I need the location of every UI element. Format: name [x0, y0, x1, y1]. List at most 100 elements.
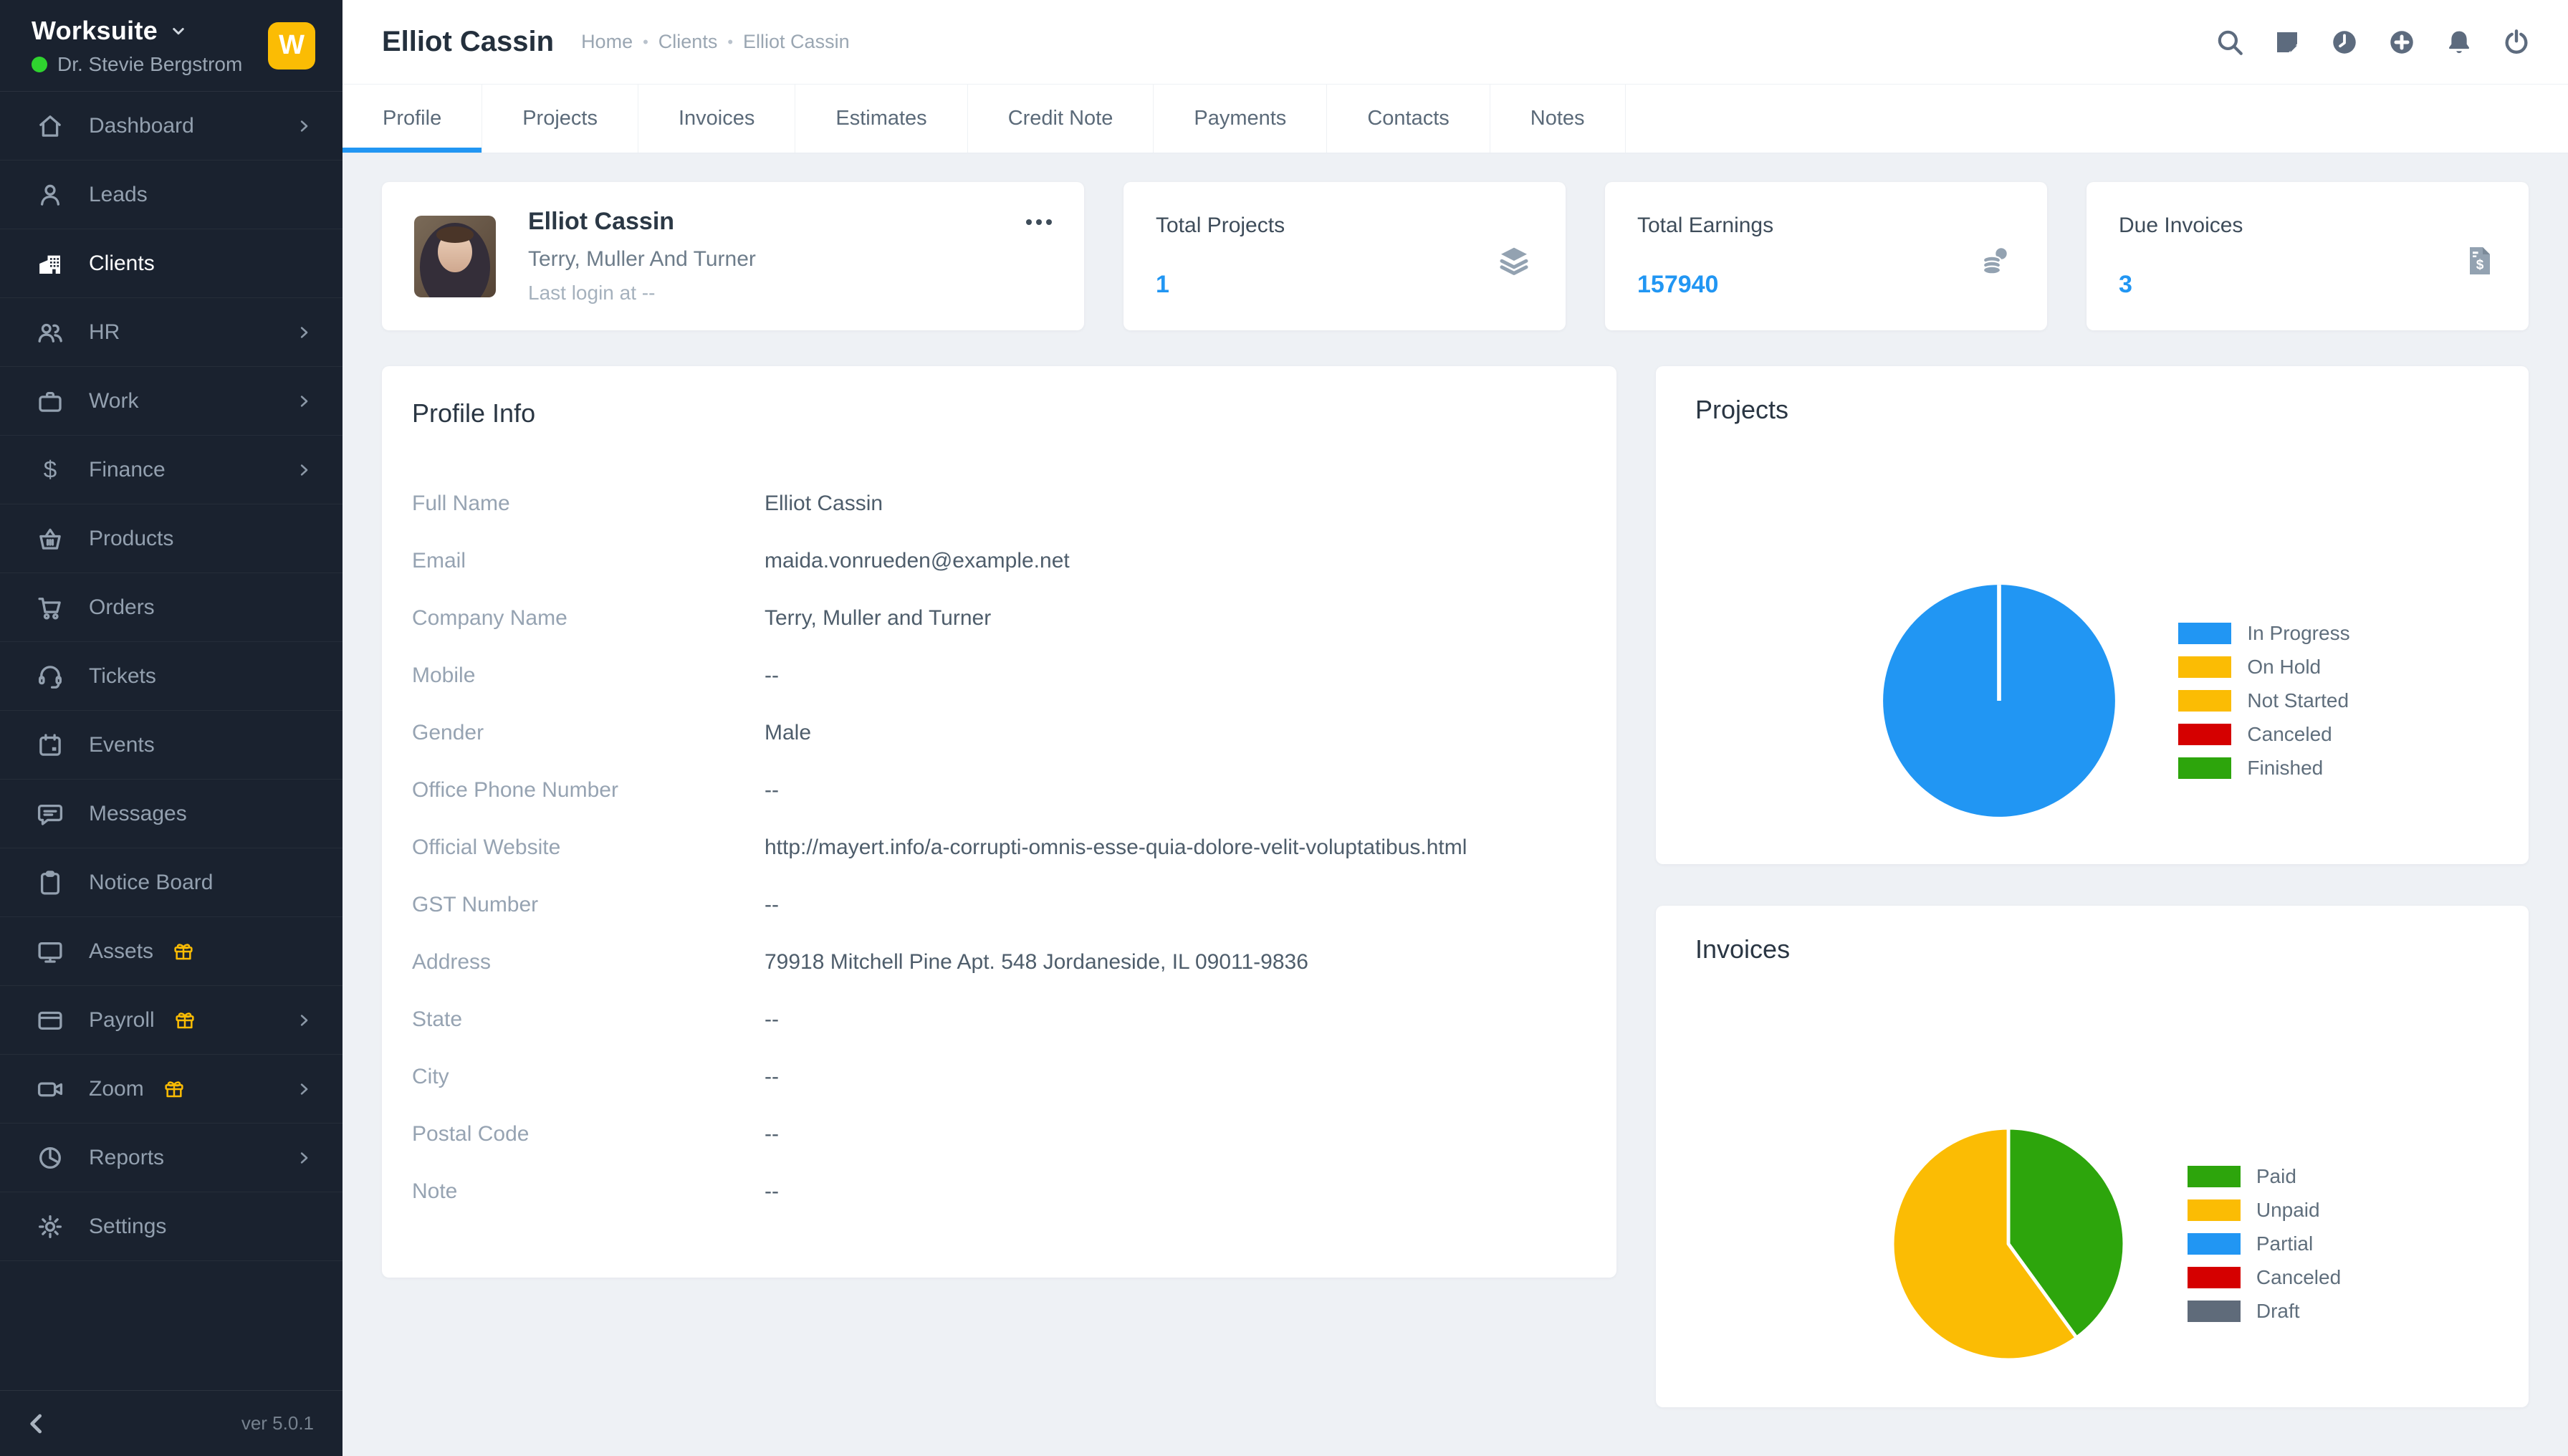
tab-notes[interactable]: Notes — [1490, 85, 1626, 153]
notifications-icon[interactable] — [2443, 27, 2475, 58]
profile-info-heading: Profile Info — [412, 398, 536, 428]
sidebar-item-clients[interactable]: Clients — [0, 229, 342, 298]
clock-icon[interactable] — [2329, 27, 2360, 58]
info-row-city: City -- — [412, 1048, 1586, 1106]
sidebar-item-leads[interactable]: Leads — [0, 161, 342, 229]
client-summary-info: Elliot Cassin Terry, Muller And Turner L… — [528, 208, 756, 305]
info-row-gender: Gender Male — [412, 704, 1586, 762]
stat-value: 157940 — [1637, 271, 1719, 298]
info-row-office-phone: Office Phone Number -- — [412, 762, 1586, 819]
sidebar-item-label: Orders — [89, 595, 155, 619]
sidebar-item-messages[interactable]: Messages — [0, 780, 342, 848]
chat-icon — [34, 798, 66, 830]
legend-item: Paid — [2187, 1165, 2341, 1188]
gift-icon — [172, 940, 195, 963]
sidebar-item-notice-board[interactable]: Notice Board — [0, 848, 342, 917]
legend-swatch — [2187, 1166, 2241, 1187]
info-row-company-name: Company Name Terry, Muller and Turner — [412, 590, 1586, 647]
invoices-chart-card: Invoices Paid Unpaid Partial Canceled Dr… — [1656, 906, 2529, 1407]
info-label: Mobile — [412, 664, 476, 687]
tab-contacts[interactable]: Contacts — [1327, 85, 1490, 153]
more-actions-button[interactable] — [1026, 219, 1052, 225]
tab-estimates[interactable]: Estimates — [795, 85, 968, 153]
sidebar-item-zoom[interactable]: Zoom — [0, 1055, 342, 1124]
basket-icon — [34, 523, 66, 555]
legend-item: On Hold — [2178, 656, 2349, 679]
sidebar-item-settings[interactable]: Settings — [0, 1192, 342, 1261]
info-label: Gender — [412, 721, 484, 744]
dollar-icon: $ — [34, 454, 66, 486]
invoices-pie-chart — [1890, 1126, 2127, 1362]
sidebar-item-dashboard[interactable]: Dashboard — [0, 92, 342, 161]
info-label: City — [412, 1065, 449, 1088]
breadcrumb-home[interactable]: Home — [581, 31, 633, 52]
home-icon — [34, 110, 66, 142]
user-icon — [34, 179, 66, 211]
client-last-login: Last login at -- — [528, 282, 656, 304]
tab-invoices[interactable]: Invoices — [638, 85, 796, 153]
legend-label: Not Started — [2247, 689, 2349, 712]
headset-icon — [34, 661, 66, 692]
info-value: -- — [765, 778, 779, 802]
legend-item: Canceled — [2187, 1266, 2341, 1289]
workspace-switcher[interactable]: Worksuite — [32, 16, 268, 46]
sidebar-item-label: Dashboard — [89, 113, 194, 138]
sidebar-item-hr[interactable]: HR — [0, 298, 342, 367]
power-icon[interactable] — [2501, 27, 2532, 58]
legend-label: Finished — [2247, 757, 2324, 779]
sidebar-item-payroll[interactable]: Payroll — [0, 986, 342, 1055]
info-value: -- — [765, 1007, 779, 1031]
tab-payments[interactable]: Payments — [1154, 85, 1328, 153]
sidebar-item-label: HR — [89, 320, 120, 344]
info-value: -- — [765, 664, 779, 687]
online-status-dot — [32, 56, 47, 72]
sidebar-item-label: Zoom — [89, 1076, 144, 1101]
gift-icon — [173, 1009, 196, 1032]
stat-card-total-earnings: Total Earnings 157940 — [1605, 182, 2047, 330]
tab-projects[interactable]: Projects — [482, 85, 638, 153]
chevron-right-icon — [294, 460, 314, 480]
collapse-sidebar-button[interactable] — [21, 1408, 53, 1440]
tab-credit-note[interactable]: Credit Note — [968, 85, 1154, 153]
chevron-right-icon — [294, 116, 314, 136]
notes-icon[interactable] — [2271, 27, 2303, 58]
sidebar-item-assets[interactable]: Assets — [0, 917, 342, 986]
legend-item: In Progress — [2178, 622, 2350, 645]
breadcrumb: Home • Clients • Elliot Cassin — [581, 31, 850, 53]
sidebar-item-reports[interactable]: Reports — [0, 1124, 342, 1192]
sidebar-menu: Dashboard Leads Clients HR Work — [0, 92, 342, 1390]
legend-swatch — [2178, 623, 2232, 644]
sidebar-item-events[interactable]: Events — [0, 711, 342, 780]
chevron-down-icon — [168, 20, 189, 42]
sidebar-item-label: Leads — [89, 182, 148, 206]
calendar-icon — [34, 729, 66, 761]
sidebar-item-work[interactable]: Work — [0, 367, 342, 436]
info-value: -- — [765, 893, 779, 916]
info-row-mobile: Mobile -- — [412, 647, 1586, 704]
pie-chart-icon — [34, 1142, 66, 1174]
sidebar-item-tickets[interactable]: Tickets — [0, 642, 342, 711]
tab-profile[interactable]: Profile — [342, 85, 483, 153]
search-icon[interactable] — [2214, 27, 2246, 58]
client-photo — [414, 215, 496, 297]
sidebar-item-orders[interactable]: Orders — [0, 573, 342, 642]
legend-swatch — [2187, 1233, 2241, 1255]
legend-label: Canceled — [2247, 723, 2332, 745]
sidebar-item-products[interactable]: Products — [0, 504, 342, 573]
breadcrumb-clients[interactable]: Clients — [658, 31, 718, 52]
sidebar-item-finance[interactable]: $ Finance — [0, 436, 342, 504]
user-name: Dr. Stevie Bergstrom — [57, 52, 243, 75]
legend-swatch — [2178, 757, 2232, 779]
legend-item: Not Started — [2178, 689, 2349, 712]
sidebar-item-label: Reports — [89, 1145, 165, 1169]
sidebar: Worksuite Dr. Stevie Bergstrom W Dashboa… — [0, 0, 342, 1456]
stat-label: Total Earnings — [1637, 214, 1774, 237]
legend-label: Partial — [2256, 1232, 2314, 1255]
stat-value: 1 — [1156, 271, 1169, 298]
stat-value: 3 — [2119, 271, 2132, 298]
add-icon[interactable] — [2386, 27, 2418, 58]
legend-item: Unpaid — [2187, 1199, 2341, 1222]
legend-label: Paid — [2256, 1165, 2296, 1187]
user-status-row: Dr. Stevie Bergstrom — [32, 53, 268, 76]
gear-icon — [34, 1211, 66, 1242]
